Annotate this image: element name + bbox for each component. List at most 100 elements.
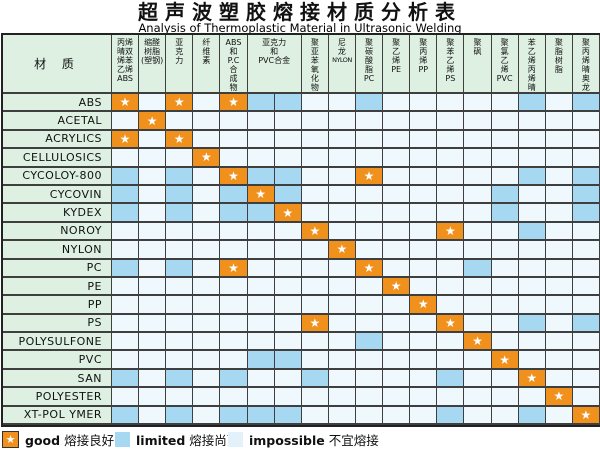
matrix-cell-limited <box>355 94 384 113</box>
row-header: PS <box>3 314 112 334</box>
column-header-line: 尼 <box>337 38 346 47</box>
column-header-line: PVC合金 <box>258 56 291 65</box>
matrix-cell-limited <box>437 406 465 425</box>
matrix-cell-good: ★ <box>112 130 140 150</box>
matrix-cell-good: ★ <box>247 185 275 205</box>
column-header-line: 聚 <box>473 38 482 47</box>
corner-material-label: 材 质 <box>3 35 112 94</box>
matrix-cell-impossible <box>355 149 384 168</box>
matrix-cell-limited <box>518 94 546 113</box>
matrix-cell-impossible <box>112 241 140 260</box>
column-header-line: P.C <box>227 56 240 65</box>
column-header-line: 亚 <box>310 47 319 56</box>
matrix-cell-impossible <box>247 277 275 297</box>
matrix-cell-impossible <box>518 296 546 315</box>
matrix-cell-impossible <box>410 204 438 223</box>
matrix-cell-impossible <box>301 351 329 370</box>
column-header-line: PS <box>445 74 456 83</box>
matrix-cell-impossible <box>572 369 600 389</box>
matrix-cell-impossible <box>545 94 573 113</box>
matrix-cell-good: ★ <box>220 167 248 186</box>
column-header-line: 氧 <box>310 65 319 74</box>
matrix-cell-good: ★ <box>545 388 573 407</box>
matrix-cell-impossible <box>410 149 438 168</box>
matrix-cell-impossible <box>328 406 356 425</box>
matrix-cell-impossible <box>301 277 329 297</box>
matrix-cell-limited <box>112 259 140 278</box>
matrix-cell-impossible <box>572 259 600 278</box>
matrix-cell-impossible <box>491 222 519 242</box>
matrix-cell-impossible <box>464 406 492 425</box>
matrix-cell-impossible <box>328 296 356 315</box>
matrix-cell-impossible <box>139 369 167 389</box>
matrix-cell-impossible <box>383 259 411 278</box>
column-header-line: 丙烯 <box>117 38 134 47</box>
matrix-cell-impossible <box>464 277 492 297</box>
matrix-cell-impossible <box>491 369 519 389</box>
matrix-cell-impossible <box>572 388 600 407</box>
matrix-cell-impossible <box>139 314 167 334</box>
matrix-cell-good: ★ <box>193 149 221 168</box>
column-header-line: 聚 <box>500 38 509 47</box>
column-header-line: (塑钢) <box>141 56 164 65</box>
matrix-cell-impossible <box>247 241 275 260</box>
column-header-line: 龙 <box>337 47 346 56</box>
column-header-line: 聚 <box>365 38 374 47</box>
matrix-cell-impossible <box>355 222 384 242</box>
row-header: PVC <box>3 351 112 370</box>
matrix-cell-impossible <box>410 130 438 150</box>
matrix-cell-impossible <box>545 185 573 205</box>
matrix-cell-limited <box>247 406 275 425</box>
column-header-line: 氯 <box>500 47 509 56</box>
column-header-line: 奥 <box>581 74 590 83</box>
matrix-cell-impossible <box>410 277 438 297</box>
matrix-cell-impossible <box>491 94 519 113</box>
matrix-cell-good: ★ <box>301 314 329 334</box>
matrix-cell-good: ★ <box>518 369 546 389</box>
matrix-cell-impossible <box>193 277 221 297</box>
row-header: CYCOLOY-800 <box>3 167 112 186</box>
matrix-cell-impossible <box>437 388 465 407</box>
column-header-line: 烯 <box>527 74 536 83</box>
column-header-line: 晴 <box>527 83 536 92</box>
matrix-cell-impossible <box>166 314 194 334</box>
weld-compatibility-table: 材 质丙烯 晴双 烯苯 乙烯 ABS 缩醛 树脂 (塑钢) 亚克力纤维素 ABS 和 P.C 合成物亚克… <box>1 33 600 427</box>
column-header-line: 树脂 <box>144 47 161 56</box>
matrix-cell-impossible <box>355 351 384 370</box>
matrix-cell-good: ★ <box>383 277 411 297</box>
legend-item-good: ★ good 熔接良好 <box>2 425 114 453</box>
column-header-line: PE <box>391 65 402 74</box>
matrix-cell-impossible <box>518 241 546 260</box>
matrix-cell-impossible <box>139 130 167 150</box>
matrix-cell-limited <box>355 333 384 352</box>
matrix-cell-limited <box>518 406 546 425</box>
matrix-cell-impossible <box>518 259 546 278</box>
matrix-cell-impossible <box>383 388 411 407</box>
matrix-cell-impossible <box>328 314 356 334</box>
matrix-cell-impossible <box>355 314 384 334</box>
matrix-cell-limited <box>166 369 194 389</box>
page-subtitle: Analysis of Thermoplastic Material in Ul… <box>138 21 462 35</box>
matrix-cell-impossible <box>464 185 492 205</box>
column-header-line: 龙 <box>581 83 590 92</box>
matrix-cell-impossible <box>464 351 492 370</box>
matrix-cell-impossible <box>410 167 438 186</box>
matrix-cell-impossible <box>328 149 356 168</box>
matrix-cell-limited <box>274 406 302 425</box>
column-header-line: 物 <box>310 83 319 92</box>
matrix-cell-impossible <box>274 222 302 242</box>
matrix-cell-good: ★ <box>437 314 465 334</box>
matrix-cell-good: ★ <box>166 130 194 150</box>
column-header-line: PC <box>363 74 375 83</box>
matrix-cell-impossible <box>193 204 221 223</box>
matrix-cell-impossible <box>139 94 167 113</box>
matrix-cell-impossible <box>193 94 221 113</box>
matrix-cell-impossible <box>274 277 302 297</box>
matrix-cell-impossible <box>328 112 356 131</box>
column-header: 亚克力和 PVC合金 <box>247 35 302 94</box>
matrix-cell-impossible <box>545 406 573 425</box>
matrix-cell-impossible <box>491 388 519 407</box>
column-header-line: 聚 <box>446 38 455 47</box>
matrix-cell-limited <box>220 369 248 389</box>
row-header: PC <box>3 259 112 278</box>
